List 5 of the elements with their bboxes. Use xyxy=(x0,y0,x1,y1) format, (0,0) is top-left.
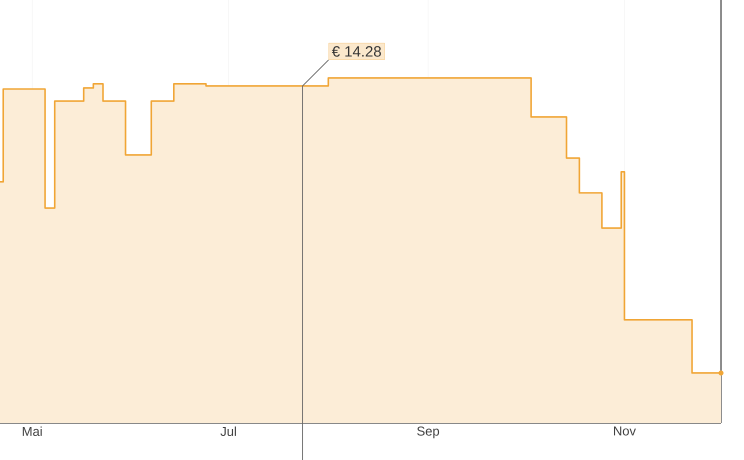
x-tick-label: Mai xyxy=(22,426,42,436)
x-tick-label: Sep xyxy=(417,426,440,438)
x-tick-label: Nov xyxy=(614,426,636,436)
annotation: € 14.28 xyxy=(332,46,381,57)
x-tick-label: Jul xyxy=(220,426,236,436)
